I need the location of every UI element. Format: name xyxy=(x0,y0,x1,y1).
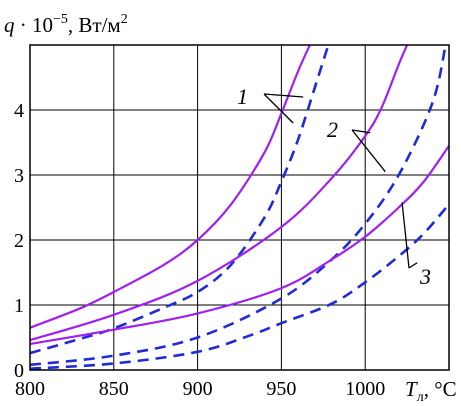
callout-leader-1 xyxy=(263,93,304,98)
x-tick-label: 950 xyxy=(266,378,296,400)
callout-label-1: 1 xyxy=(237,84,248,109)
callout-leader-1 xyxy=(263,93,294,124)
tick-labels: 800 850 900 950 1000 0 1 2 3 4 xyxy=(14,100,385,400)
callout-leader-3 xyxy=(408,262,418,269)
series-line-3-solid xyxy=(29,145,450,346)
series-line-2-solid xyxy=(29,44,409,342)
y-tick-label: 1 xyxy=(14,295,24,317)
y-axis-title: q · 10−5, Вт/м2 xyxy=(4,12,128,37)
y-tick-label: 4 xyxy=(14,100,24,122)
series-line-3-dashed xyxy=(29,203,450,370)
callout-leader-2 xyxy=(351,129,386,173)
x-tick-label: 850 xyxy=(99,378,129,400)
callout-label-3: 3 xyxy=(419,264,431,289)
series-lines xyxy=(29,44,450,370)
x-tick-label: 800 xyxy=(15,378,45,400)
callout-leader-3 xyxy=(401,202,410,269)
x-axis-title: Tл, °C xyxy=(405,377,457,405)
y-tick-label: 0 xyxy=(14,360,24,382)
plot-frame xyxy=(29,44,450,371)
y-tick-label: 3 xyxy=(14,165,24,187)
callout-leader-2 xyxy=(351,129,371,134)
x-tick-label: 1000 xyxy=(345,378,385,400)
y-tick-label: 2 xyxy=(14,230,24,252)
series-line-1-dashed xyxy=(29,44,330,355)
callout-leaders xyxy=(263,93,418,269)
x-tick-label: 900 xyxy=(183,378,213,400)
series-line-1-solid xyxy=(29,44,311,329)
callout-label-2: 2 xyxy=(327,117,338,142)
series-line-2-dashed xyxy=(29,44,447,367)
